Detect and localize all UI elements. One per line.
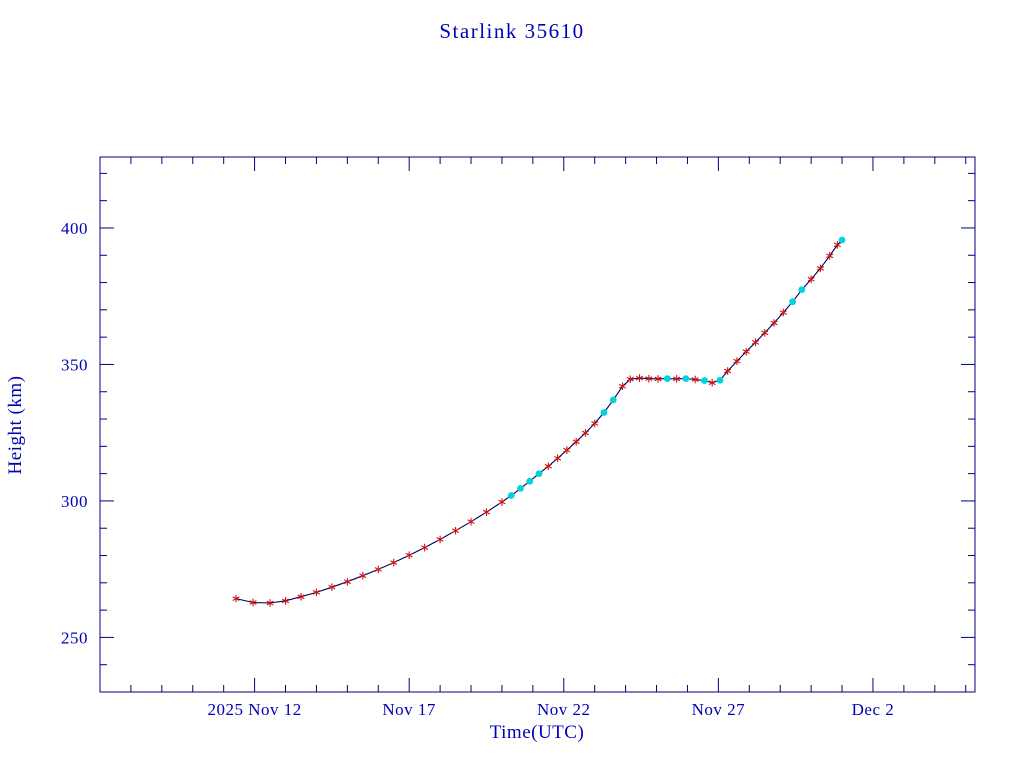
red-asterisk-marker [645,374,653,383]
red-asterisk-marker [554,454,562,463]
red-asterisk-marker [343,577,351,586]
red-asterisk-marker [266,599,274,607]
red-asterisk-marker [751,338,760,347]
chart-title: Starlink 35610 [439,19,584,43]
red-asterisk-marker [626,375,634,383]
cyan-dot-marker [600,409,608,416]
red-asterisk-marker [374,565,382,574]
cyan-dot-marker [789,298,796,306]
cyan-dot-marker [798,286,806,294]
red-asterisk-marker [467,517,475,526]
y-tick-label: 350 [61,355,88,374]
plot-frame [99,156,976,693]
cyan-dot-marker [716,376,724,384]
red-asterisk-marker [724,367,732,375]
red-asterisk-marker [635,374,644,382]
red-asterisk-marker [833,241,841,249]
y-tick-label: 400 [61,219,88,238]
cyan-dot-marker [517,484,524,492]
red-asterisk-marker [482,508,491,516]
red-asterisk-marker [816,264,824,273]
red-asterisk-marker [421,543,429,552]
red-asterisk-marker [498,498,506,506]
y-tick-label: 250 [61,628,88,647]
red-asterisk-marker [673,375,681,383]
x-tick-label: Nov 27 [692,700,746,719]
red-asterisk-marker [572,437,580,446]
x-tick-label: Dec 2 [852,700,895,719]
red-asterisk-marker [451,526,460,535]
data-series-layer [232,236,846,607]
x-tick-label: Nov 17 [382,700,436,719]
red-asterisk-marker [405,551,413,560]
cyan-dot-marker [701,377,708,384]
red-asterisk-marker [581,429,590,437]
red-asterisk-marker [708,378,716,387]
x-tick-label: 2025 Nov 12 [207,700,301,719]
red-asterisk-marker [249,598,257,607]
cyan-dot-marker [838,236,846,244]
red-asterisk-marker [390,558,398,567]
cyan-dot-marker [609,396,617,404]
red-asterisk-marker [761,328,769,337]
cyan-dot-marker [526,477,534,485]
red-asterisk-marker [770,319,778,327]
y-axis-label: Height (km) [5,376,26,475]
axes-layer: 2025 Nov 12 Nov 17 Nov 22 Nov 27 Dec 2 250 300… [61,156,976,719]
red-asterisk-marker [436,535,444,544]
red-asterisk-marker [742,347,750,356]
red-asterisk-marker [297,592,305,601]
red-asterisk-marker [232,594,240,603]
red-asterisk-marker [591,419,599,428]
red-asterisk-marker [779,308,787,317]
red-asterisk-marker [359,571,367,580]
red-asterisk-marker [733,357,741,365]
red-asterisk-marker [328,583,336,591]
height-line [235,239,843,604]
y-tick-label: 300 [61,492,88,511]
x-tick-label: Nov 22 [537,700,591,719]
red-asterisk-marker [654,375,662,383]
cyan-dot-marker [663,375,671,383]
red-asterisk-marker [281,597,290,605]
x-axis-label: Time(UTC) [490,722,585,743]
red-asterisk-marker [544,462,552,471]
cyan-dot-marker [682,375,690,383]
red-asterisk-marker [826,252,834,260]
cyan-dot-marker [535,470,543,478]
red-asterisk-marker [618,382,627,391]
red-asterisk-marker [691,375,699,384]
red-asterisk-marker [563,446,571,454]
red-asterisk-marker [807,275,815,284]
red-asterisk-marker [312,588,321,597]
cyan-dot-marker [507,492,515,499]
